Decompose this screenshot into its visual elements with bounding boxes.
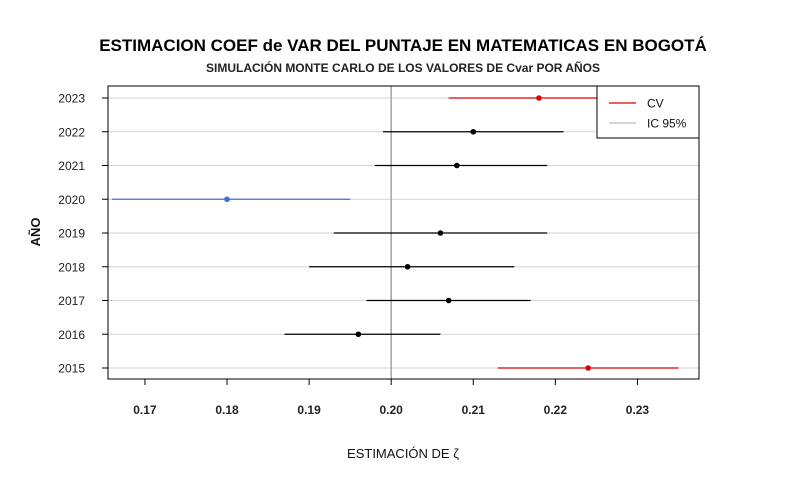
point-estimate <box>470 128 477 135</box>
y-tick-label: 2021 <box>58 159 85 173</box>
x-tick-label: 0.22 <box>544 403 568 417</box>
point-estimate <box>224 196 230 203</box>
point-estimate <box>536 95 542 101</box>
y-tick-label: 2017 <box>58 294 85 308</box>
legend-label: CV <box>647 97 664 111</box>
x-tick-label: 0.19 <box>297 403 321 417</box>
y-tick-label: 2016 <box>58 328 85 342</box>
y-tick-label: 2022 <box>58 125 85 139</box>
legend-label: IC 95% <box>647 117 687 131</box>
point-estimate <box>445 297 452 304</box>
point-estimate <box>404 263 411 270</box>
x-axis-label: ESTIMACIÓN DE ζ <box>347 446 459 461</box>
x-tick-label: 0.20 <box>380 403 404 417</box>
x-tick-label: 0.23 <box>626 403 650 417</box>
y-tick-label: 2015 <box>58 362 85 376</box>
point-estimate <box>585 365 591 371</box>
y-tick-label: 2018 <box>58 260 85 274</box>
y-axis-label: AÑO <box>28 218 43 247</box>
point-estimate <box>454 162 460 169</box>
x-tick-label: 0.21 <box>462 403 486 417</box>
x-tick-label: 0.17 <box>133 403 157 417</box>
point-estimate <box>355 331 362 338</box>
x-tick-label: 0.18 <box>215 403 239 417</box>
chart-title: ESTIMACION COEF de VAR DEL PUNTAJE EN MA… <box>99 36 707 55</box>
legend-box <box>596 85 700 139</box>
plot-area: 0.17 0.18 0.19 0.20 0.21 0.22 0.23 2015 2016 2017… <box>58 85 700 417</box>
y-tick-label: 2019 <box>58 227 85 241</box>
y-tick-label: 2020 <box>58 193 85 207</box>
chart-subtitle: SIMULACIÓN MONTE CARLO DE LOS VALORES DE… <box>206 60 600 75</box>
point-estimate <box>437 230 444 236</box>
y-tick-label: 2023 <box>58 92 85 106</box>
